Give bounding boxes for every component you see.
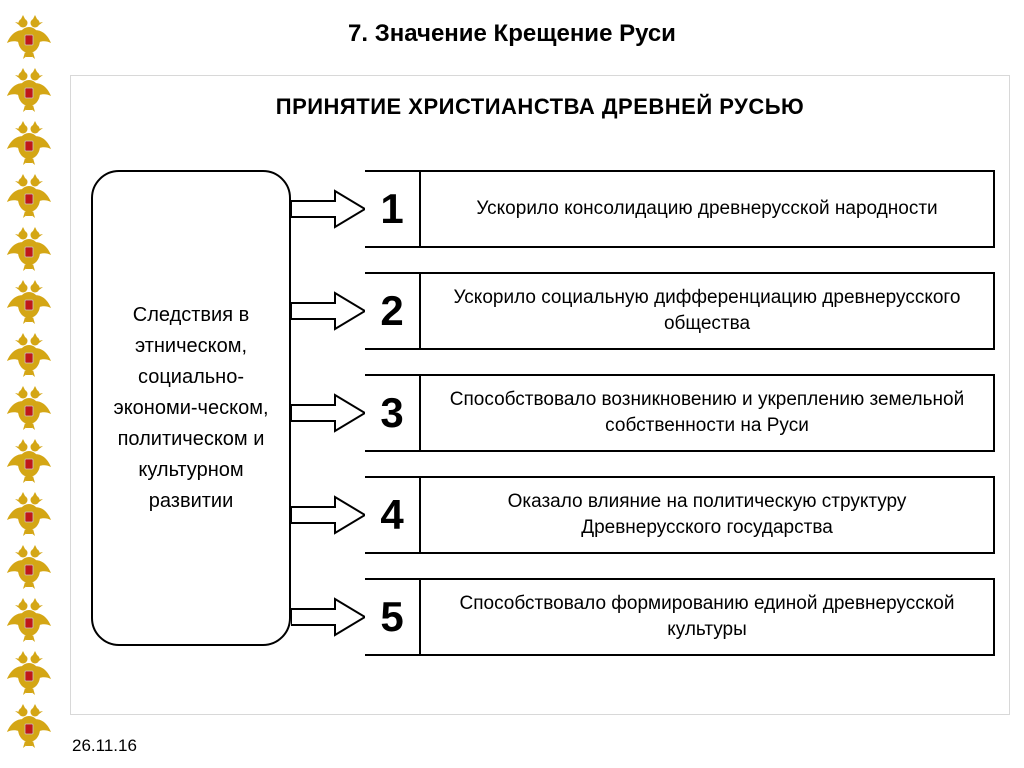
arrow-icon (291, 291, 365, 331)
consequence-number: 5 (365, 578, 421, 656)
consequence-row: 1Ускорило консолидацию древнерусской нар… (365, 170, 995, 248)
eagle-column (4, 12, 54, 751)
diagram-body: Следствия в этническом, социально-эконом… (71, 146, 1009, 706)
source-text: Следствия в этническом, социально-эконом… (103, 300, 279, 517)
diagram-container: ПРИНЯТИЕ ХРИСТИАНСТВА ДРЕВНЕЙ РУСЬЮ След… (70, 75, 1010, 715)
arrow-icon (291, 189, 365, 229)
eagle-emblem-icon (4, 383, 54, 433)
eagle-emblem-icon (4, 224, 54, 274)
eagle-emblem-icon (4, 277, 54, 327)
slide-title: 7. Значение Крещение Руси (0, 20, 1024, 48)
consequence-number: 4 (365, 476, 421, 554)
consequence-number: 2 (365, 272, 421, 350)
eagle-emblem-icon (4, 701, 54, 751)
arrow-icon (291, 495, 365, 535)
source-box: Следствия в этническом, социально-эконом… (91, 170, 291, 646)
eagle-emblem-icon (4, 330, 54, 380)
eagle-emblem-icon (4, 542, 54, 592)
eagle-emblem-icon (4, 489, 54, 539)
consequence-number: 1 (365, 170, 421, 248)
eagle-emblem-icon (4, 648, 54, 698)
consequence-row: 2Ускорило социальную дифференциацию древ… (365, 272, 995, 350)
arrow-icon (291, 597, 365, 637)
consequence-number: 3 (365, 374, 421, 452)
consequence-row: 4Оказало влияние на политическую структу… (365, 476, 995, 554)
eagle-emblem-icon (4, 595, 54, 645)
consequence-text: Ускорило консолидацию древнерусской наро… (421, 170, 995, 248)
eagle-emblem-icon (4, 171, 54, 221)
consequence-text: Способствовало возникновению и укреплени… (421, 374, 995, 452)
consequence-row: 5Способствовало формированию единой древ… (365, 578, 995, 656)
eagle-emblem-icon (4, 118, 54, 168)
diagram-title: ПРИНЯТИЕ ХРИСТИАНСТВА ДРЕВНЕЙ РУСЬЮ (71, 94, 1009, 120)
date-stamp: 26.11.16 (72, 736, 137, 756)
consequence-row: 3Способствовало возникновению и укреплен… (365, 374, 995, 452)
arrow-icon (291, 393, 365, 433)
eagle-emblem-icon (4, 436, 54, 486)
consequence-text: Ускорило социальную дифференциацию древн… (421, 272, 995, 350)
consequence-text: Способствовало формированию единой древн… (421, 578, 995, 656)
consequence-text: Оказало влияние на политическую структур… (421, 476, 995, 554)
eagle-emblem-icon (4, 65, 54, 115)
consequence-rows: 1Ускорило консолидацию древнерусской нар… (365, 170, 995, 656)
